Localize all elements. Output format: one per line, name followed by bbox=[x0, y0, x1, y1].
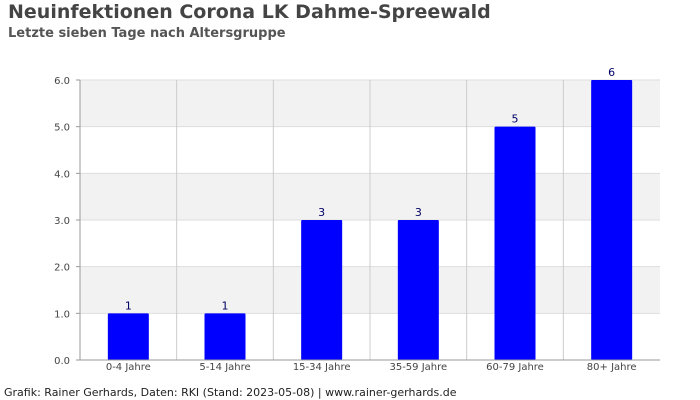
y-tick-label: 3.0 bbox=[54, 216, 70, 227]
x-tick-label: 60-79 Jahre bbox=[486, 362, 544, 373]
bars bbox=[107, 80, 633, 361]
bar bbox=[301, 220, 343, 360]
y-tick-label: 1.0 bbox=[54, 309, 70, 320]
x-tick-label: 80+ Jahre bbox=[587, 362, 637, 373]
x-tick-label: 35-59 Jahre bbox=[389, 362, 447, 373]
y-tick-label: 5.0 bbox=[54, 123, 70, 134]
data-label: 6 bbox=[608, 66, 615, 79]
x-tick-label: 0-4 Jahre bbox=[106, 362, 151, 373]
bar bbox=[107, 313, 149, 360]
y-tick-label: 4.0 bbox=[54, 169, 70, 180]
data-label: 1 bbox=[125, 299, 132, 312]
chart-footer: Grafik: Rainer Gerhards, Daten: RKI (Sta… bbox=[4, 386, 457, 399]
y-tick-label: 2.0 bbox=[54, 263, 70, 274]
data-label: 3 bbox=[415, 206, 422, 219]
data-label: 1 bbox=[222, 299, 229, 312]
bar bbox=[494, 126, 536, 361]
y-tick-label: 0.0 bbox=[54, 356, 70, 367]
data-labels: 1 1 3 3 5 6 bbox=[125, 66, 615, 312]
data-label: 5 bbox=[512, 113, 519, 126]
axes: 0.0 1.0 2.0 3.0 4.0 5.0 6.0 0-4 Jahre 5-14 Jahre… bbox=[54, 76, 660, 373]
bar bbox=[591, 80, 633, 360]
x-tick-label: 15-34 Jahre bbox=[293, 362, 351, 373]
bar bbox=[204, 313, 246, 360]
x-tick-label: 5-14 Jahre bbox=[199, 362, 250, 373]
bar bbox=[397, 220, 439, 360]
data-label: 3 bbox=[318, 206, 325, 219]
chart-title: Neuinfektionen Corona LK Dahme-Spreewald bbox=[8, 1, 491, 23]
y-tick-label: 6.0 bbox=[54, 76, 70, 87]
chart-subtitle: Letzte sieben Tage nach Altersgruppe bbox=[8, 26, 286, 41]
